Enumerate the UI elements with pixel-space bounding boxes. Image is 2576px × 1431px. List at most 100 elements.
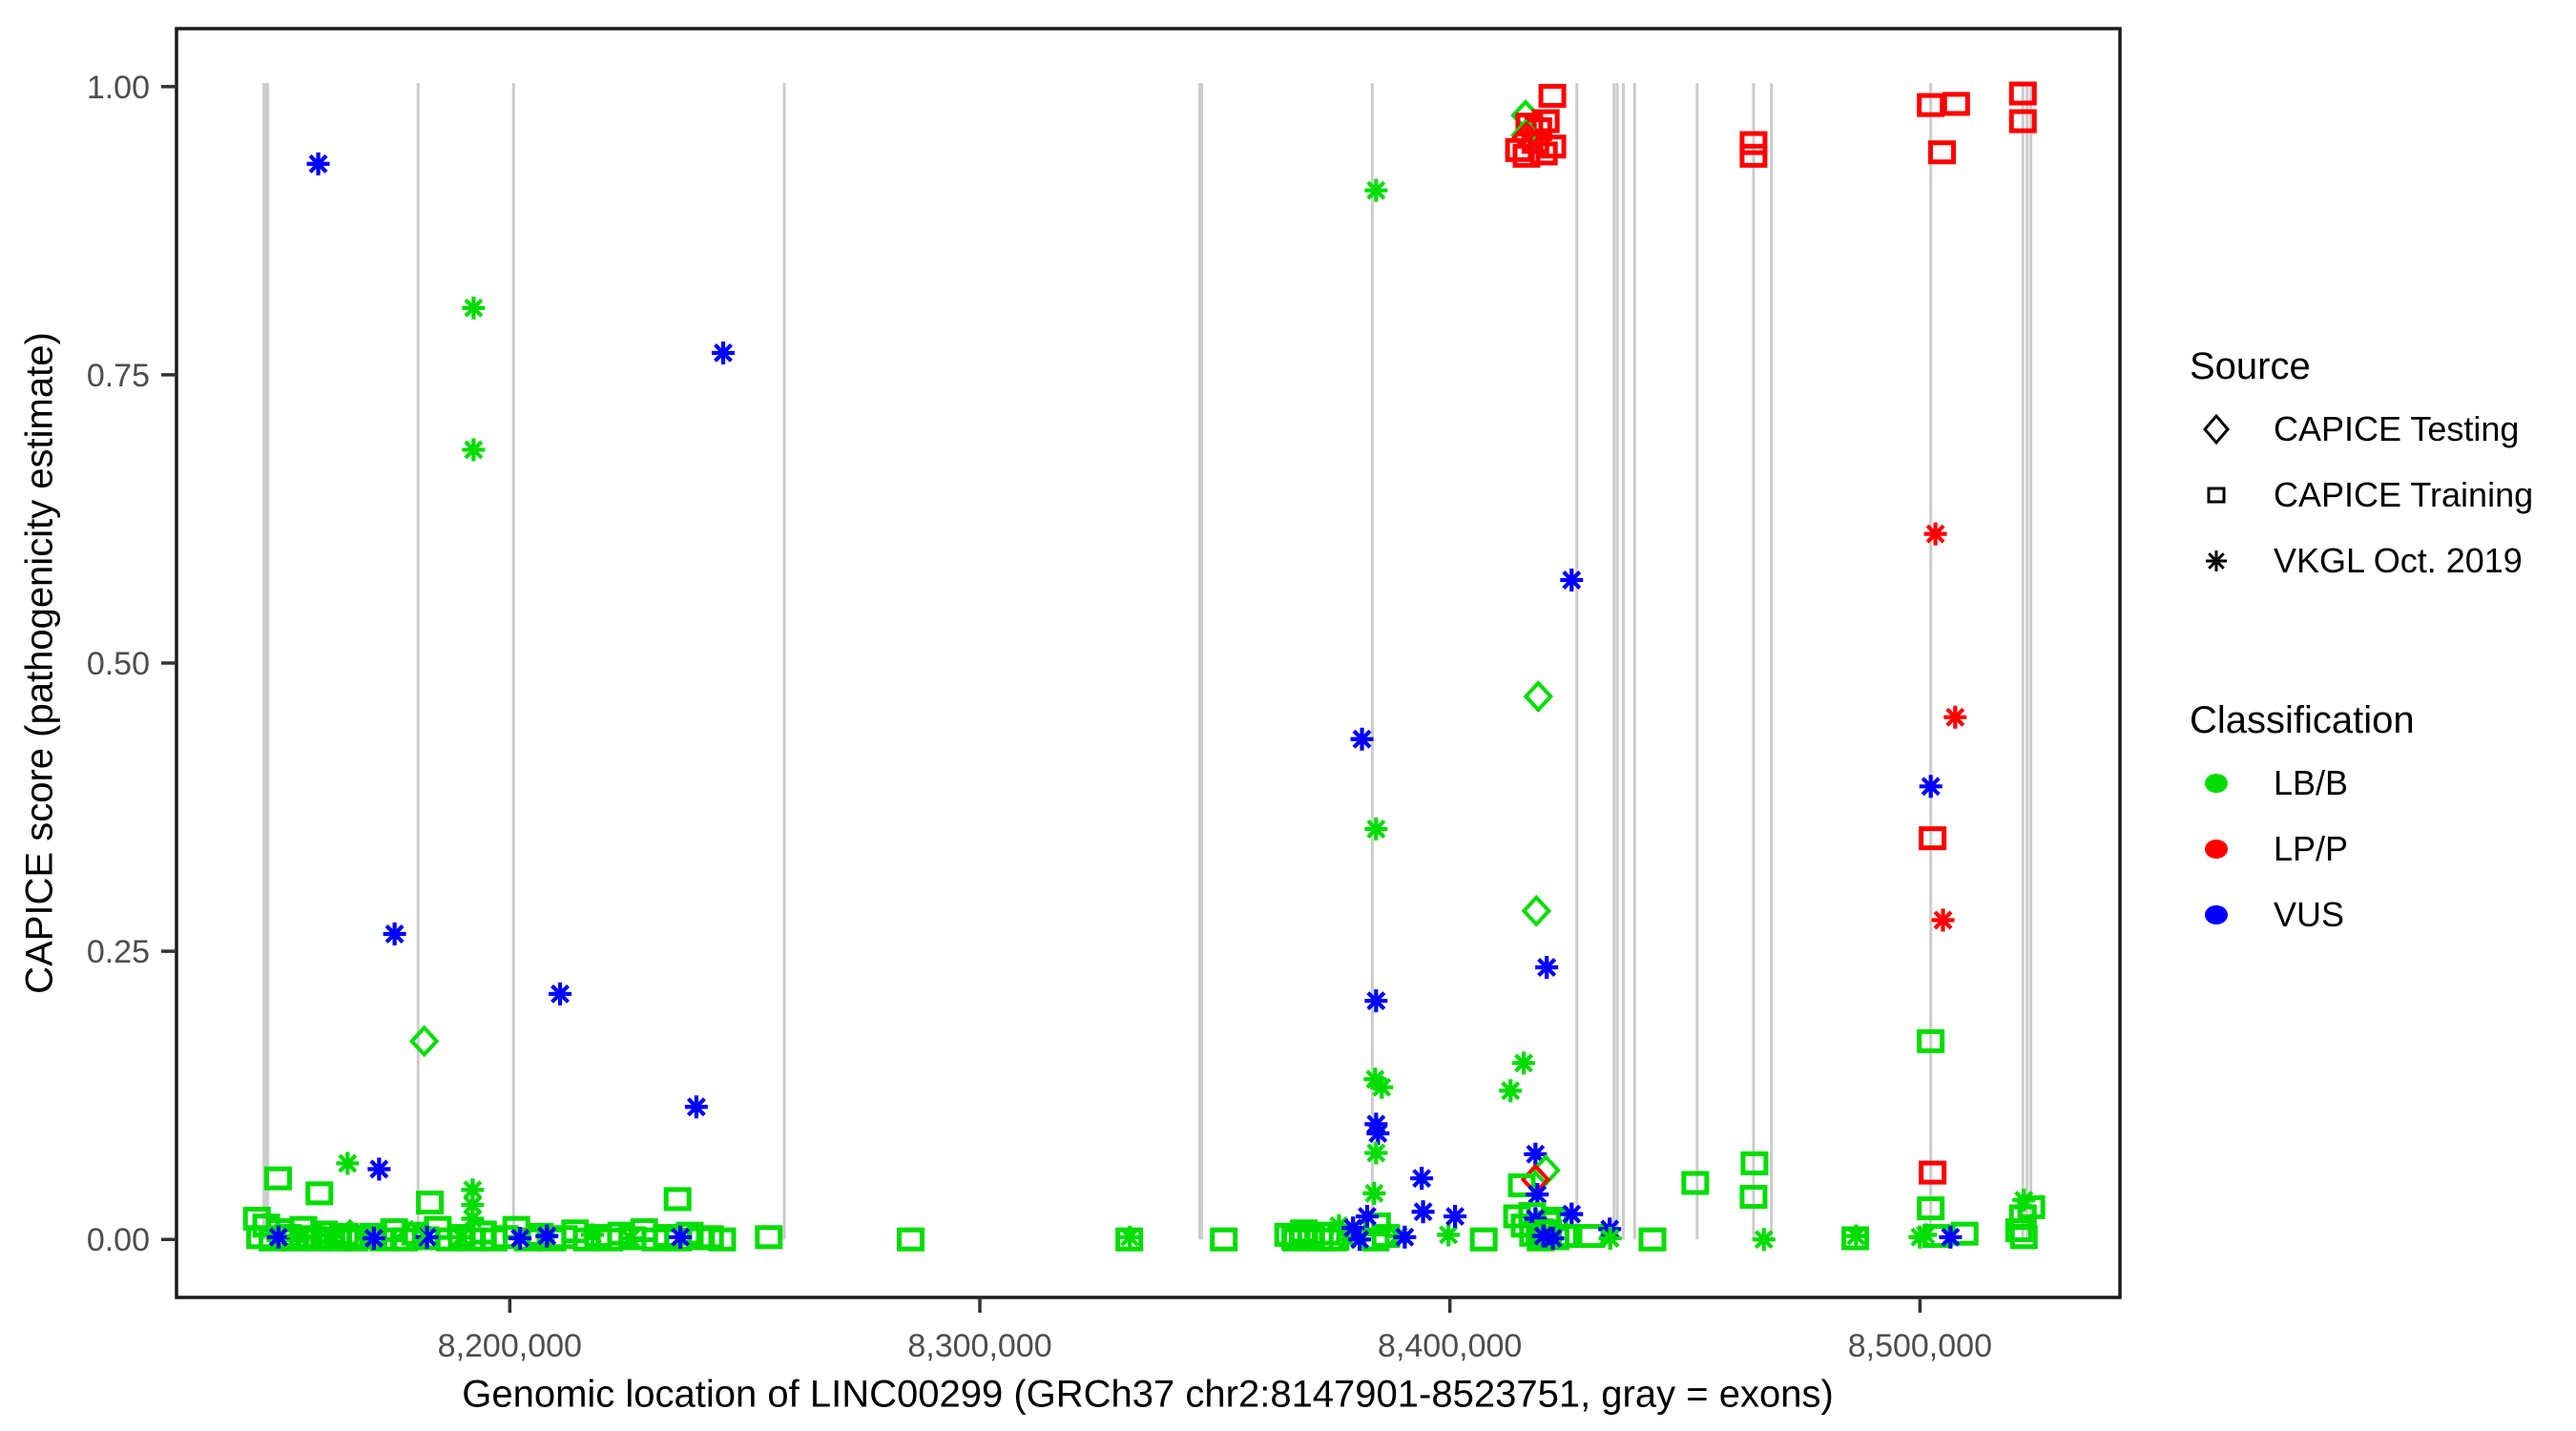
- asterisk-stroke: [510, 1229, 530, 1248]
- source-legend-items: CAPICE Testing CAPICE Training VKGL Oct. 2…: [2190, 396, 2571, 593]
- data-point-asterisk: [1118, 1225, 1142, 1249]
- legend-symbol: [2190, 540, 2243, 582]
- data-point-asterisk: [1364, 989, 1388, 1013]
- square-glyph: [2207, 487, 2226, 503]
- data-point-asterisk: [684, 1095, 708, 1119]
- classification-legend: Classification LB/B LP/P VUS: [2190, 699, 2571, 947]
- y-tick-label: 0.50: [87, 646, 150, 682]
- asterisk-stroke: [1600, 1229, 1620, 1248]
- square-icon: [2207, 487, 2226, 503]
- data-point-square: [2008, 81, 2037, 106]
- asterisk-stroke: [1933, 910, 1953, 930]
- data-point-asterisk: [1393, 1225, 1417, 1249]
- asterisk-stroke: [384, 924, 405, 944]
- circle-glyph: [2205, 904, 2228, 924]
- data-point-square: [663, 1187, 692, 1212]
- data-point-asterisk: [367, 1157, 391, 1181]
- legend-symbol: [2190, 894, 2243, 936]
- data-point-square: [1917, 1028, 1945, 1053]
- asterisk-stroke: [714, 342, 733, 363]
- data-point-asterisk: [1348, 1228, 1372, 1252]
- data-point-asterisk: [1844, 1224, 1868, 1248]
- y-tick-label: 1.00: [87, 70, 150, 106]
- data-point-square: [1919, 1160, 1947, 1185]
- data-point-asterisk: [1350, 727, 1374, 751]
- asterisk-stroke: [364, 1229, 384, 1248]
- asterisk-stroke: [1945, 707, 1965, 727]
- legend-item: VKGL Oct. 2019: [2190, 528, 2571, 593]
- data-point-asterisk: [1919, 775, 1942, 798]
- y-tick-label: 0.75: [87, 358, 150, 394]
- circle-glyph: [2205, 839, 2228, 859]
- data-point-square: [1538, 83, 1567, 108]
- asterisk-stroke: [1368, 1124, 1388, 1144]
- asterisk-stroke: [1562, 1204, 1582, 1224]
- data-point-asterisk: [1444, 1205, 1467, 1229]
- data-point-square: [1469, 1227, 1498, 1252]
- asterisk-stroke: [620, 1229, 640, 1248]
- asterisk-stroke: [463, 1194, 483, 1214]
- asterisk-stroke: [369, 1159, 389, 1179]
- circle-glyph: [2205, 773, 2228, 793]
- data-point-asterisk: [1364, 178, 1388, 202]
- asterisk-stroke: [1350, 1230, 1370, 1250]
- asterisk-stroke: [1445, 1207, 1465, 1227]
- data-point-square: [2009, 1225, 2038, 1250]
- asterisk-stroke: [1925, 524, 1945, 544]
- data-point-asterisk: [1411, 1200, 1435, 1224]
- data-point-square: [755, 1225, 783, 1250]
- legend-symbol: [2190, 408, 2243, 450]
- asterisk-stroke: [1439, 1225, 1459, 1245]
- asterisk-stroke: [1921, 777, 1941, 797]
- data-point-asterisk: [449, 1225, 473, 1249]
- data-point-asterisk: [306, 152, 330, 176]
- asterisk-stroke: [288, 1226, 308, 1246]
- asterisk-stroke: [1533, 1226, 1553, 1246]
- asterisk-stroke: [1754, 1230, 1774, 1250]
- data-point-square: [1942, 92, 1970, 116]
- legend-item-label: LP/P: [2274, 828, 2349, 868]
- asterisk-stroke: [1846, 1226, 1866, 1246]
- legend-item-label: VKGL Oct. 2019: [2274, 540, 2523, 580]
- data-point-square: [1928, 140, 1957, 165]
- data-point-asterisk: [1931, 908, 1955, 932]
- data-point-asterisk: [1366, 1122, 1390, 1146]
- asterisk-stroke: [1514, 1053, 1534, 1073]
- data-point-asterisk: [535, 1224, 559, 1248]
- legend-symbol: [2190, 828, 2243, 870]
- data-point-square: [305, 1181, 334, 1206]
- asterisk-stroke: [1543, 1229, 1563, 1248]
- data-point-square: [1917, 93, 1945, 117]
- asterisk-stroke: [1366, 180, 1386, 200]
- diamond-icon: [2203, 413, 2230, 445]
- data-point-square: [1638, 1227, 1667, 1252]
- data-point-asterisk: [1364, 818, 1388, 841]
- asterisk-stroke: [1366, 991, 1386, 1011]
- asterisk-glyph: [2206, 550, 2227, 571]
- asterisk-stroke: [1527, 1185, 1548, 1205]
- legend-item: CAPICE Testing: [2190, 396, 2571, 462]
- data-point-asterisk: [1535, 956, 1559, 980]
- asterisk-stroke: [1526, 1144, 1546, 1164]
- data-point-asterisk: [1541, 1227, 1565, 1251]
- data-point-asterisk: [462, 296, 486, 320]
- data-point-diamond: [1523, 680, 1554, 713]
- asterisk-stroke: [1941, 1227, 1961, 1247]
- data-point-asterisk: [1526, 1183, 1549, 1207]
- asterisk-stroke: [1352, 729, 1372, 749]
- data-point-square: [1210, 1227, 1238, 1252]
- data-point-square: [1507, 1172, 1536, 1197]
- y-tick-label: 0.00: [87, 1222, 150, 1258]
- legend-item-label: LB/B: [2274, 762, 2349, 802]
- data-point-asterisk: [286, 1224, 310, 1248]
- asterisk-stroke: [1372, 1077, 1392, 1097]
- data-point-asterisk: [711, 341, 735, 364]
- data-point-asterisk: [1939, 1225, 1963, 1249]
- asterisk-stroke: [464, 298, 484, 318]
- legend-item-label: CAPICE Testing: [2274, 408, 2520, 448]
- data-point-asterisk: [1499, 1079, 1523, 1103]
- data-point-diamond: [335, 1218, 365, 1252]
- data-point-asterisk: [462, 438, 486, 462]
- data-point-diamond: [396, 1219, 427, 1253]
